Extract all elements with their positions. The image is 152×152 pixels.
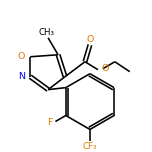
Text: F: F <box>47 118 52 127</box>
Text: O: O <box>18 52 25 61</box>
Text: CF₃: CF₃ <box>83 142 97 151</box>
Text: O: O <box>102 64 109 73</box>
Text: CH₃: CH₃ <box>38 28 54 37</box>
Text: O: O <box>86 35 94 44</box>
Text: N: N <box>18 72 25 81</box>
